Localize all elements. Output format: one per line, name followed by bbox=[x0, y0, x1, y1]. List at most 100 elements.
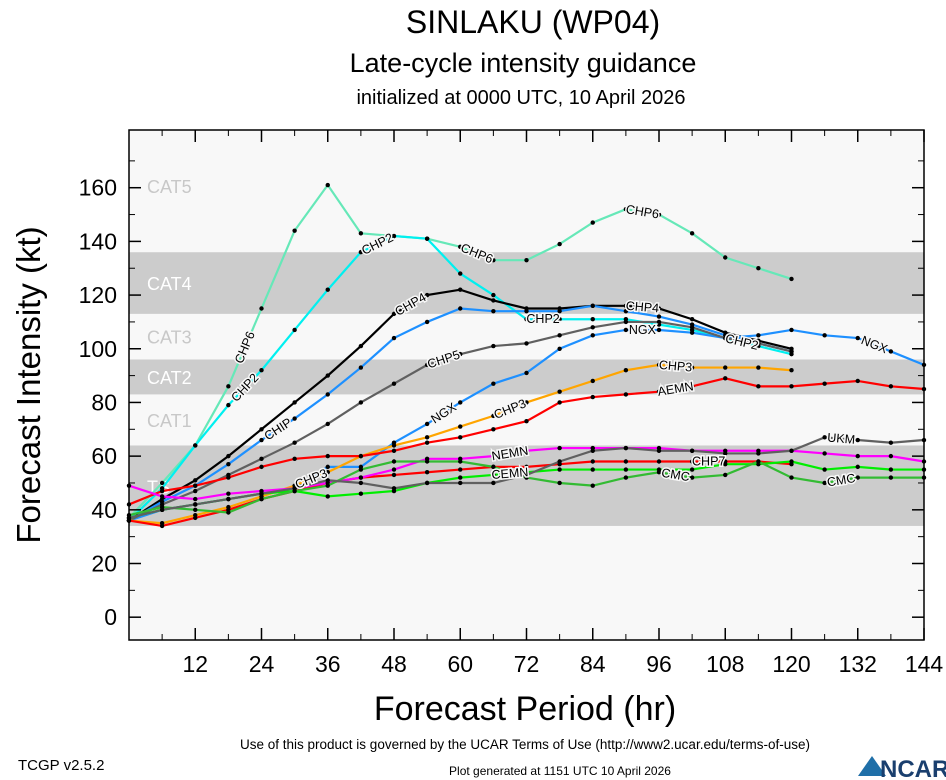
data-point bbox=[689, 448, 695, 453]
data-point bbox=[491, 292, 496, 298]
data-point bbox=[557, 333, 562, 338]
data-point bbox=[888, 384, 894, 389]
x-tick-label: 24 bbox=[249, 651, 275, 677]
data-point bbox=[325, 453, 330, 459]
data-point bbox=[689, 475, 695, 480]
data-point bbox=[259, 496, 264, 502]
x-tick-label: 12 bbox=[182, 651, 208, 677]
data-point bbox=[689, 459, 695, 464]
data-point bbox=[590, 303, 595, 309]
data-point bbox=[292, 440, 297, 445]
data-point bbox=[358, 400, 364, 405]
data-point bbox=[524, 472, 529, 478]
data-point bbox=[888, 475, 894, 480]
data-point bbox=[789, 349, 794, 354]
data-point bbox=[590, 394, 595, 400]
series-label: CHP7 bbox=[692, 455, 725, 469]
band-label: CAT2 bbox=[147, 368, 192, 388]
data-point bbox=[458, 400, 463, 405]
x-tick-label: 144 bbox=[905, 651, 944, 677]
data-point bbox=[822, 451, 827, 456]
data-point bbox=[424, 236, 430, 241]
data-point bbox=[723, 451, 728, 456]
y-tick-label: 120 bbox=[79, 282, 117, 308]
data-point bbox=[458, 459, 463, 464]
data-point bbox=[623, 303, 629, 309]
data-point bbox=[822, 467, 827, 472]
data-point bbox=[590, 325, 595, 330]
data-point bbox=[524, 400, 529, 405]
chart-title: SINLAKU (WP04) bbox=[406, 4, 660, 40]
data-point bbox=[458, 435, 463, 440]
data-point bbox=[193, 515, 198, 521]
data-point bbox=[822, 435, 827, 440]
version-text: TCGP v2.5.2 bbox=[18, 757, 104, 774]
generated-text: Plot generated at 1151 UTC 10 April 2026 bbox=[449, 764, 671, 778]
data-point bbox=[557, 445, 562, 451]
data-point bbox=[557, 400, 562, 405]
data-point bbox=[458, 306, 463, 311]
data-point bbox=[491, 472, 496, 478]
data-point bbox=[458, 467, 463, 472]
data-point bbox=[789, 475, 794, 480]
data-point bbox=[159, 507, 165, 513]
data-point bbox=[226, 461, 231, 467]
data-point bbox=[888, 467, 894, 472]
data-point bbox=[524, 448, 529, 453]
data-point bbox=[689, 325, 695, 330]
data-point bbox=[424, 480, 430, 486]
data-point bbox=[756, 459, 761, 464]
data-point bbox=[623, 392, 629, 397]
data-point bbox=[557, 480, 562, 486]
data-point bbox=[789, 327, 794, 333]
data-point bbox=[226, 475, 231, 480]
data-point bbox=[491, 480, 496, 486]
y-tick-label: 140 bbox=[79, 228, 117, 254]
data-point bbox=[391, 443, 397, 448]
data-point bbox=[424, 440, 430, 445]
data-point bbox=[656, 459, 662, 464]
series-label: CEMN bbox=[491, 465, 529, 482]
x-tick-label: 36 bbox=[315, 651, 341, 677]
y-tick-label: 160 bbox=[79, 175, 117, 201]
data-point bbox=[723, 461, 728, 467]
band-label: CAT3 bbox=[147, 328, 192, 348]
data-point bbox=[524, 257, 529, 263]
data-point bbox=[524, 341, 529, 346]
data-point bbox=[159, 480, 165, 486]
data-point bbox=[358, 231, 364, 236]
data-point bbox=[292, 400, 297, 405]
data-point bbox=[491, 413, 496, 419]
data-point bbox=[391, 486, 397, 491]
y-axis-label: Forecast Intensity (kt) bbox=[10, 226, 47, 543]
series-aemn bbox=[126, 376, 927, 507]
data-point bbox=[590, 448, 595, 453]
y-tick-label: 0 bbox=[104, 604, 117, 630]
data-point bbox=[723, 335, 728, 341]
data-point bbox=[391, 448, 397, 453]
data-point bbox=[789, 368, 794, 373]
data-point bbox=[689, 384, 695, 389]
data-point bbox=[193, 507, 198, 513]
data-point bbox=[458, 424, 463, 429]
data-point bbox=[557, 459, 562, 464]
data-point bbox=[358, 475, 364, 480]
band-cat4 bbox=[129, 252, 924, 314]
data-point bbox=[524, 464, 529, 470]
svg-text:NCAR: NCAR bbox=[880, 756, 946, 780]
data-point bbox=[656, 212, 662, 217]
data-point bbox=[590, 333, 595, 338]
data-point bbox=[590, 317, 595, 322]
x-tick-label: 120 bbox=[772, 651, 810, 677]
data-point bbox=[226, 453, 231, 459]
data-point bbox=[491, 381, 496, 386]
series-label: CMC bbox=[826, 471, 856, 489]
data-point bbox=[656, 306, 662, 311]
data-point bbox=[656, 319, 662, 325]
series-label: CHP3 bbox=[658, 358, 692, 375]
data-point bbox=[325, 392, 330, 397]
series-label: NGX bbox=[629, 323, 657, 337]
data-point bbox=[358, 491, 364, 496]
data-point bbox=[391, 381, 397, 386]
